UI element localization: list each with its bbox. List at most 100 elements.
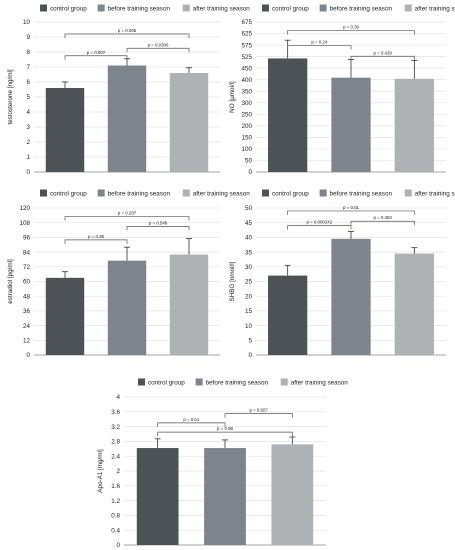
y-tick-label: 9 [26,34,30,41]
comparison-bracket [287,225,352,230]
bar [169,73,209,172]
y-tick-label: 3.2 [111,424,120,431]
legend-label: control group [50,191,87,198]
y-tick-label: 200 [241,123,252,130]
y-tick-label: 3 [26,124,30,131]
legend-swatch [40,189,47,197]
p-value-label: p = 0.38 [88,234,105,239]
legend-label: before training season [330,6,393,13]
y-tick-label: 2 [116,468,120,475]
bar [107,65,147,172]
legend: control group before training season after… [40,189,251,198]
legend-label: after training season [415,191,455,198]
legend-swatch [182,189,190,197]
bar [107,260,147,355]
legend-label: before training season [108,191,171,198]
y-tick-label: 250 [241,112,252,119]
y-tick-label: 150 [241,135,252,142]
legend: control group before training season after… [262,4,455,13]
y-tick-label: 12 [23,338,31,345]
y-tick-label: 96 [23,235,31,242]
p-value-label: p = 0.01 [343,205,360,210]
y-tick-label: 0 [26,352,30,359]
p-value-label: p = 0.065 [118,28,137,33]
comparison-bracket [64,239,128,244]
y-tick-label: 10 [23,19,31,26]
legend-swatch [262,189,269,197]
y-axis-label: estradiol [pg/ml] [7,259,14,304]
chart-panel-3: control group before training season after… [7,189,251,359]
y-tick-label: 0.4 [111,527,120,534]
legend-label: control group [50,6,87,13]
y-tick-label: 450 [241,65,252,72]
p-value-label: p = 0.61 [183,417,200,422]
p-value-label: p = 0.363 [373,215,392,220]
p-value-label: p = 0.000242 [306,220,332,225]
comparison-bracket [350,220,415,226]
bar [204,448,246,545]
bar [271,444,314,545]
y-tick-label: 50 [245,158,253,165]
p-value-label: p = 0.548 [149,220,168,225]
bar [394,253,434,355]
legend-swatch [97,189,105,197]
y-tick-label: 72 [23,264,31,271]
y-tick-label: 48 [23,293,31,300]
y-tick-label: 35 [245,249,253,256]
comparison-bracket [287,45,352,50]
legend-swatch [182,4,190,12]
bar [45,277,85,355]
y-tick-label: 625 [241,31,252,38]
legend-swatch [97,4,105,12]
p-value-label: p = 0.007 [87,50,106,55]
y-tick-label: 60 [23,279,31,286]
y-tick-label: 575 [241,42,252,49]
legend-swatch [319,189,327,197]
p-value-label: p = 0.287 [118,211,137,216]
comparison-bracket [64,55,128,60]
legend-label: control group [272,6,309,13]
y-tick-label: 3.6 [111,409,120,416]
y-tick-label: 300 [241,100,252,107]
y-tick-label: 4 [26,109,30,116]
legend-label: control group [148,380,185,387]
y-tick-label: 15 [245,308,253,315]
bar [331,77,371,172]
y-tick-label: 50 [245,205,253,212]
legend-label: before training season [108,6,171,13]
y-tick-label: 0 [248,169,252,176]
p-value-label: p = 0.39 [343,25,360,30]
p-value-label: p = 0.98 [217,426,234,431]
y-tick-label: 525 [241,54,252,61]
y-tick-label: 6 [26,79,30,86]
y-tick-label: 0 [248,352,252,359]
legend-swatch [262,4,269,12]
y-tick-label: 84 [23,249,31,256]
y-tick-label: 0 [26,169,30,176]
y-tick-label: 400 [241,77,252,84]
p-value-label: p = 0.429 [373,50,392,55]
y-tick-label: 20 [245,293,253,300]
y-axis-label: SHBG [nmol/l] [229,261,236,301]
comparison-bracket [157,422,226,427]
legend-swatch [40,4,47,12]
y-tick-label: 2.8 [111,439,120,446]
legend: control group before training season after… [138,378,348,387]
y-tick-label: 40 [245,235,253,242]
comparison-bracket [350,55,415,61]
y-tick-label: 36 [23,308,31,315]
bar [136,448,179,545]
legend: control group before training season after… [262,189,455,198]
chart-panel-4: control group before training season after… [229,189,455,359]
y-tick-label: 675 [241,19,252,26]
legend: control group before training season after… [40,4,250,13]
legend-label: after training season [193,191,251,198]
y-tick-label: 0.8 [111,513,120,520]
chart-panel-2: control group before training season after… [229,4,455,176]
y-tick-label: 25 [245,279,253,286]
y-tick-label: 24 [23,323,31,330]
comparison-bracket [157,431,293,437]
chart-panel-1: control group before training season after… [7,4,250,176]
y-tick-label: 45 [245,220,253,227]
